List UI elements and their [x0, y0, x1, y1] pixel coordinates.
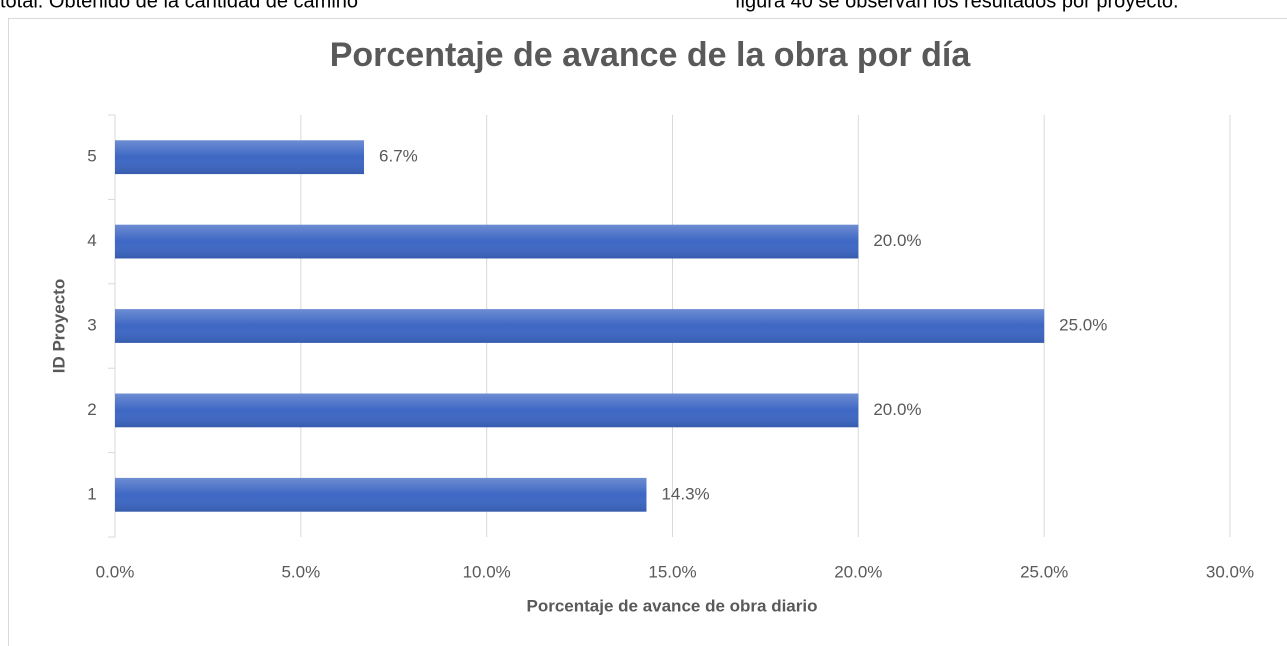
y-tick-label: 1 [87, 484, 96, 503]
chart-title: Porcentaje de avance de la obra por día [330, 36, 972, 74]
data-label: 20.0% [873, 400, 921, 419]
x-axis-label: Porcentaje de avance de obra diario [526, 596, 817, 615]
x-tick-label: 0.0% [96, 562, 135, 581]
x-tick-label: 25.0% [1020, 562, 1068, 581]
bar-shade [115, 309, 1045, 343]
y-tick-label: 5 [87, 147, 96, 166]
bar-shade [115, 393, 859, 428]
x-tick-label: 15.0% [648, 562, 696, 581]
document-text: figura 40 se observan los resultados por… [735, 0, 1179, 12]
bar-shade [115, 477, 647, 512]
document-text: total. Obtenido de la cantidad de camino [0, 0, 358, 12]
bar-shade [115, 224, 859, 259]
data-label: 14.3% [661, 484, 709, 503]
y-tick-label: 2 [87, 400, 96, 419]
y-tick-label: 3 [87, 315, 96, 334]
y-axis-label: ID Proyecto [49, 279, 68, 373]
data-label: 20.0% [873, 231, 921, 250]
y-tick-label: 4 [87, 231, 96, 250]
x-tick-label: 30.0% [1206, 562, 1254, 581]
data-label: 25.0% [1059, 315, 1107, 334]
bar-shade [115, 140, 365, 175]
x-tick-label: 5.0% [281, 562, 320, 581]
data-label: 6.7% [379, 147, 418, 166]
x-tick-label: 10.0% [463, 562, 511, 581]
x-tick-label: 20.0% [834, 562, 882, 581]
